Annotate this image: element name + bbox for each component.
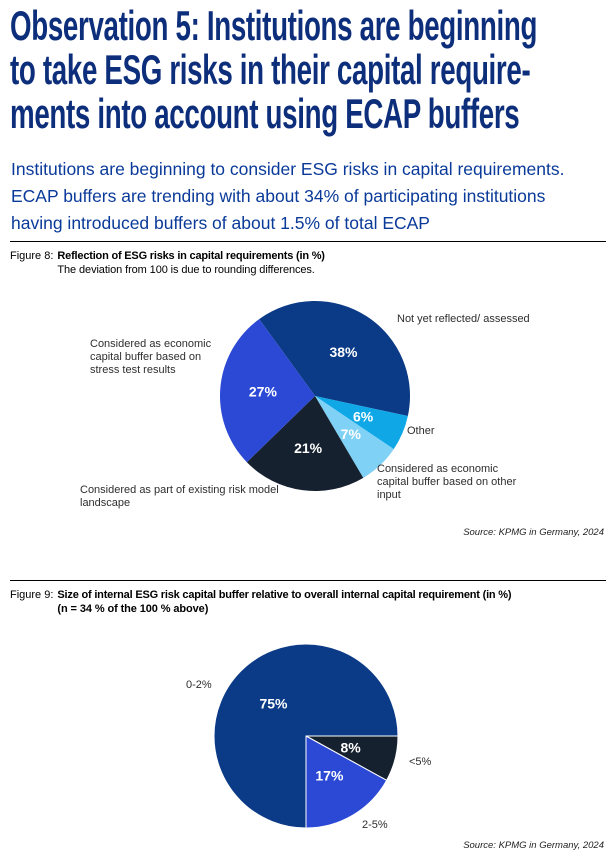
pie-label-risk-model-landscape: Considered as part of existing risk mode… bbox=[80, 484, 279, 509]
intro-line-2: ECAP buffers are trending with about 34%… bbox=[11, 186, 546, 206]
figure8-source: Source: KPMG in Germany, 2024 bbox=[463, 527, 604, 538]
figure9-title: Size of internal ESG risk capital buffer… bbox=[57, 589, 512, 601]
pie-label-under-5-percent: <5% bbox=[409, 756, 432, 768]
pie-label-stress-test-buffer: Considered as economic capital buffer ba… bbox=[90, 338, 212, 376]
figure9-caption: Figure 9: Size of internal ESG risk capi… bbox=[10, 588, 512, 616]
pie-value-label: 75% bbox=[259, 696, 288, 712]
pie-value-label: 21% bbox=[294, 440, 323, 456]
pie-label-0-2-percent: 0-2% bbox=[186, 679, 212, 691]
pie-slice bbox=[259, 300, 411, 417]
pie-value-label: 8% bbox=[340, 739, 361, 755]
pie-slice bbox=[315, 396, 408, 450]
pie-value-label: 38% bbox=[329, 344, 358, 360]
figure8-pie-chart: 38% 6%7% 21% 27% bbox=[219, 300, 411, 492]
pie-label-not-yet-reflected: Not yet reflected/ assessed bbox=[397, 313, 530, 325]
pie-slice bbox=[246, 396, 364, 492]
page-title-line-1: Observation 5: Institutions are beginnin… bbox=[10, 2, 538, 49]
figure9-pie-chart: 8% 17% 75% bbox=[213, 643, 399, 829]
divider-line-middle bbox=[10, 580, 606, 581]
pie-label-2-5-percent: 2-5% bbox=[362, 819, 388, 831]
pie-slice bbox=[315, 396, 394, 478]
pie-slice bbox=[219, 319, 315, 463]
figure9-source: Source: KPMG in Germany, 2024 bbox=[463, 840, 604, 851]
figure9-label: Figure 9: bbox=[10, 589, 54, 601]
divider-line-top bbox=[10, 241, 606, 242]
intro-paragraph: Institutions are beginning to consider E… bbox=[11, 156, 615, 237]
pie-slice bbox=[213, 643, 399, 829]
page-title-line-2: to take ESG risks in their capital requi… bbox=[10, 46, 531, 93]
figure8-subtitle: The deviation from 100 is due to roundin… bbox=[57, 264, 315, 276]
pie-value-label: 7% bbox=[341, 426, 362, 442]
pie-value-label: 17% bbox=[315, 768, 344, 784]
figure8-label: Figure 8: bbox=[10, 250, 54, 262]
pie-value-label: 6% bbox=[353, 409, 374, 425]
pie-label-other-input-buffer: Considered as economic capital buffer ba… bbox=[377, 463, 517, 501]
figure8-caption: Figure 8: Reflection of ESG risks in cap… bbox=[10, 249, 325, 277]
intro-line-3: having introduced buffers of about 1.5% … bbox=[11, 213, 430, 233]
pie-slice bbox=[305, 735, 388, 829]
page-title-line-3: ments into account using ECAP buffers bbox=[10, 90, 520, 137]
intro-line-1: Institutions are beginning to consider E… bbox=[11, 159, 565, 179]
figure9-subtitle: (n = 34 % of the 100 % above) bbox=[57, 603, 209, 615]
pie-label-other: Other bbox=[407, 425, 435, 437]
page-title: Observation 5: Institutions are beginnin… bbox=[10, 4, 604, 136]
figure8-title: Reflection of ESG risks in capital requi… bbox=[57, 250, 325, 262]
pie-value-label: 27% bbox=[249, 384, 278, 400]
